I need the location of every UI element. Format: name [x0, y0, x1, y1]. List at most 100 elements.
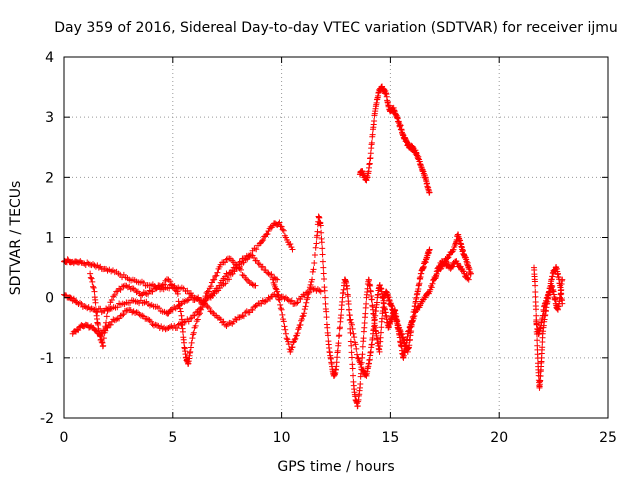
data-point — [177, 305, 184, 312]
data-point — [314, 228, 321, 235]
data-point — [249, 281, 256, 288]
data-point — [312, 244, 319, 251]
data-point — [274, 288, 281, 295]
data-point — [98, 309, 105, 316]
data-point — [199, 304, 206, 311]
data-point — [223, 256, 230, 263]
data-point — [146, 287, 153, 294]
data-point — [105, 304, 112, 311]
data-point — [456, 263, 463, 270]
data-point — [288, 297, 295, 304]
data-point — [240, 313, 247, 320]
data-point — [449, 263, 456, 270]
data-point — [346, 306, 353, 313]
data-point — [441, 258, 448, 265]
y-tick-label: -2 — [40, 411, 54, 427]
data-point — [310, 266, 317, 273]
data-point — [91, 288, 98, 295]
data-point — [277, 305, 284, 312]
data-point — [236, 265, 243, 272]
data-point — [322, 300, 329, 307]
data-point — [369, 131, 376, 138]
data-point — [362, 371, 369, 378]
data-point — [232, 315, 239, 322]
data-point — [226, 276, 233, 283]
x-tick-label: 15 — [381, 430, 399, 446]
data-point — [282, 294, 289, 301]
data-point — [169, 306, 176, 313]
data-point — [204, 303, 211, 310]
data-point — [464, 275, 471, 282]
data-point — [437, 266, 444, 273]
data-point — [264, 297, 271, 304]
data-point — [344, 293, 351, 300]
data-point — [351, 334, 358, 341]
data-point — [253, 246, 260, 253]
data-point — [346, 312, 353, 319]
data-point — [318, 239, 325, 246]
data-point — [357, 381, 364, 388]
data-point — [198, 306, 205, 313]
data-point — [169, 284, 176, 291]
data-point — [252, 282, 259, 289]
data-point — [311, 260, 318, 267]
data-point — [206, 304, 213, 311]
data-point — [268, 271, 275, 278]
data-point — [237, 258, 244, 265]
data-point — [278, 306, 285, 313]
y-tick-label: 3 — [45, 110, 54, 126]
data-point — [265, 270, 272, 277]
data-point — [378, 324, 385, 331]
data-point — [265, 294, 272, 301]
data-point — [114, 304, 121, 311]
data-point — [321, 287, 328, 294]
data-point — [353, 345, 360, 352]
data-point — [289, 246, 296, 253]
data-point — [349, 365, 356, 372]
data-point — [229, 267, 236, 274]
data-point — [187, 344, 194, 351]
data-point — [237, 313, 244, 320]
data-point — [299, 313, 306, 320]
data-point — [133, 289, 140, 296]
data-point — [324, 324, 331, 331]
data-point — [309, 276, 316, 283]
data-point — [243, 276, 250, 283]
data-point — [320, 264, 327, 271]
data-point — [309, 268, 316, 275]
data-point — [454, 260, 461, 267]
y-axis-ticks: -2 -1 0 1 2 3 4 — [40, 50, 608, 427]
data-point — [197, 310, 203, 317]
data-point — [103, 319, 110, 326]
data-point — [296, 324, 303, 331]
data-point — [111, 291, 118, 298]
data-point — [283, 335, 290, 342]
data-point — [433, 270, 440, 277]
data-point — [117, 286, 124, 293]
data-point — [211, 276, 218, 283]
data-point — [317, 222, 324, 229]
data-point — [113, 288, 120, 295]
data-point — [201, 298, 208, 305]
data-point — [208, 291, 215, 298]
data-point — [172, 287, 179, 294]
data-point — [287, 298, 294, 305]
data-point — [319, 258, 326, 265]
data-point — [306, 289, 313, 296]
data-point — [360, 367, 367, 374]
data-point — [104, 306, 111, 313]
data-point — [195, 311, 202, 318]
data-point — [90, 284, 97, 291]
data-point — [259, 238, 266, 245]
data-point — [236, 259, 243, 266]
data-point — [279, 311, 286, 318]
data-point — [338, 312, 345, 319]
data-point — [275, 296, 282, 303]
data-point — [359, 343, 366, 350]
data-point — [150, 285, 157, 292]
data-point — [371, 323, 378, 330]
data-point — [336, 324, 343, 331]
data-point — [363, 300, 370, 307]
data-point — [293, 332, 300, 339]
